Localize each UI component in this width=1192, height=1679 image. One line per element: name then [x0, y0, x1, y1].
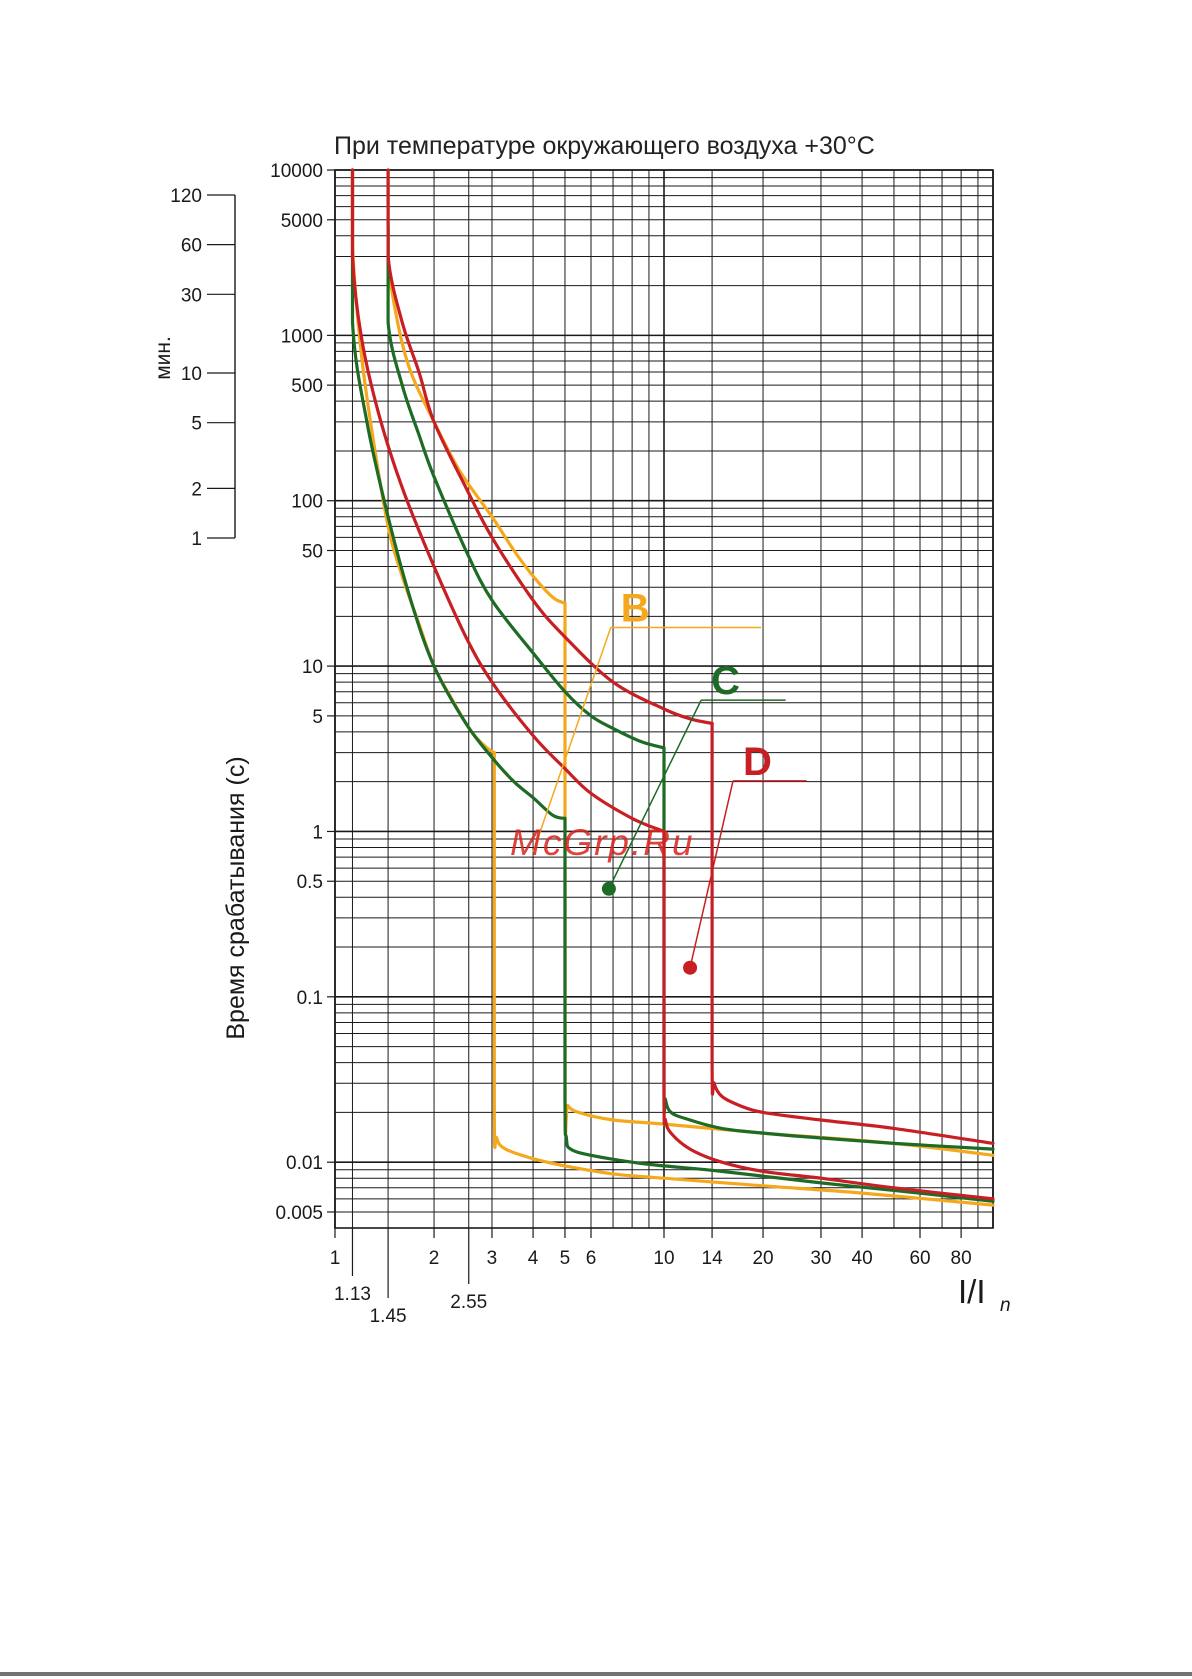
series-C-curve-3 [386, 225, 666, 750]
series-label-B: B [621, 586, 650, 630]
minutes-tick-label: 120 [170, 186, 202, 207]
x-tick-label: 20 [752, 1248, 773, 1269]
x-tick-label: 30 [810, 1248, 831, 1269]
series-B-curve-2 [492, 751, 995, 1207]
annotations: B CD [532, 586, 807, 975]
x-axis: 1 2 3 4 5 6 10 14 20 30 40 60 80 1.131.45 2.55 I/I n [330, 1228, 1011, 1327]
x-tick-label: 60 [909, 1248, 930, 1269]
minutes-axis-label: мин. [152, 336, 175, 380]
minutes-axis: 120 60 30 10 5 2 1 мин. [152, 186, 236, 550]
y-tick-label: 100 [291, 492, 323, 513]
callout-dot-D [683, 960, 698, 975]
series-C-curve-2 [563, 816, 995, 1203]
callout-leader-B [532, 627, 612, 853]
y-tick-label: 5000 [281, 211, 323, 232]
chart-title: При температуре окружающего воздуха +30°… [334, 132, 875, 160]
x-tick-label: 14 [702, 1248, 724, 1269]
x-axis-title: I/I [958, 1273, 986, 1310]
series-label-D: D [743, 740, 772, 784]
x-tick-label-secondary: 2.55 [450, 1292, 487, 1313]
series-B-curve-4 [563, 601, 995, 1157]
callout-dot-C [601, 881, 616, 896]
x-tick-label: 4 [528, 1248, 539, 1269]
footer-rule [0, 1672, 1192, 1676]
minutes-tick-label: 2 [191, 479, 202, 500]
series-label-C: C [711, 659, 740, 703]
series-group [350, 168, 995, 1207]
y-tick-label: 50 [302, 542, 323, 563]
y-axis-title: Время срабатывания (с) [222, 756, 250, 1039]
series-B-curve-3 [386, 168, 567, 605]
y-tick-label: 0.01 [286, 1153, 323, 1174]
x-tick-label: 2 [429, 1248, 440, 1269]
series-D-curve-3 [386, 168, 714, 725]
callout-leader-D [689, 780, 734, 968]
y-tick-label: 5 [312, 707, 323, 728]
x-tick-label: 6 [586, 1248, 597, 1269]
y-tick-label: 500 [291, 376, 323, 397]
series-D-curve-1 [350, 168, 666, 834]
minutes-tick-label: 1 [191, 529, 202, 550]
x-tick-label: 3 [487, 1248, 498, 1269]
y-tick-label: 1 [312, 822, 323, 843]
y-tick-label: 0.005 [275, 1203, 323, 1224]
x-tick-label: 80 [951, 1248, 972, 1269]
x-axis-title-subscript: n [1000, 1295, 1011, 1316]
watermark: McGrp.Ru [510, 822, 695, 863]
x-tick-label: 5 [560, 1248, 571, 1269]
series-C-curve-1 [350, 168, 567, 820]
y-tick-label: 1000 [281, 326, 323, 347]
x-tick-label-secondary: 1.45 [370, 1306, 407, 1327]
callout-leader-C [608, 699, 702, 890]
minutes-tick-label: 30 [181, 285, 202, 306]
minutes-tick-label: 60 [181, 236, 202, 257]
x-tick-label: 40 [852, 1248, 873, 1269]
minutes-tick-label: 5 [191, 414, 202, 435]
y-tick-label: 0.1 [297, 988, 323, 1009]
x-tick-label-secondary: 1.13 [334, 1284, 371, 1305]
y-tick-label: 0.5 [297, 872, 323, 893]
y-tick-label: 10000 [270, 161, 323, 182]
minutes-tick-label: 10 [181, 364, 202, 385]
y-axis: 10000 5000 1000 500 100 50 10 5 1 0.5 0.1 0.01 0.005 [270, 161, 335, 1224]
series-D-curve-2 [662, 829, 995, 1201]
x-tick-label: 10 [653, 1248, 674, 1269]
y-tick-label: 10 [302, 657, 323, 678]
x-tick-label: 1 [330, 1248, 341, 1269]
series-D-curve-4 [710, 721, 995, 1145]
